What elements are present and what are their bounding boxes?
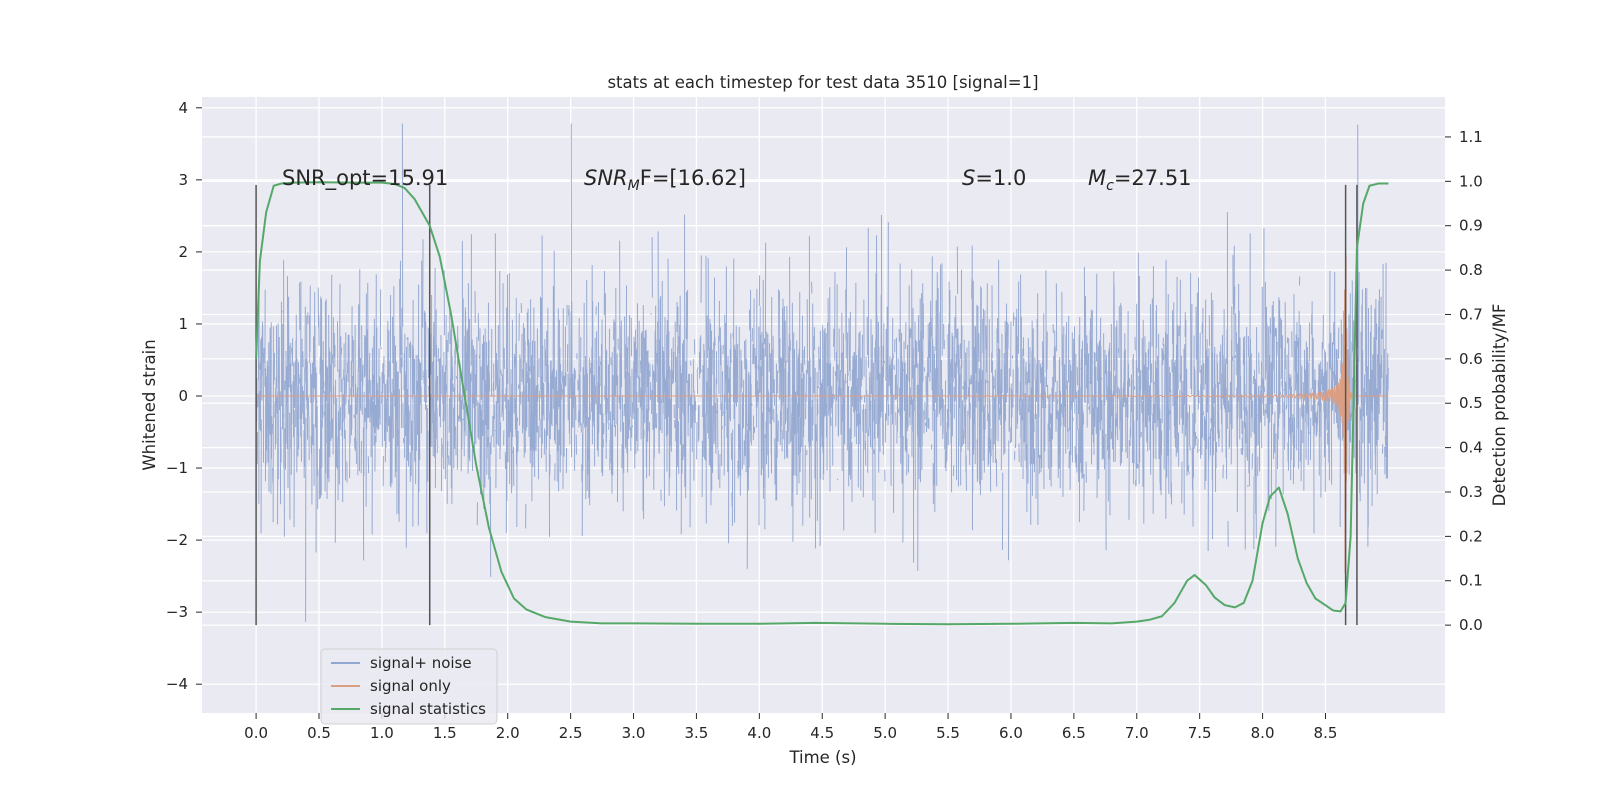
annotation-snr-mf-sub: M xyxy=(628,178,640,194)
y-right-tick-label-2: 0.9 xyxy=(1459,217,1483,235)
x-tick-label-17: 8.5 xyxy=(1314,724,1338,742)
y-right-tick-label-8: 0.3 xyxy=(1459,483,1483,501)
series-signal-statistics xyxy=(255,181,1389,626)
signal-only-line xyxy=(256,255,1389,574)
y-right-tick-label-0: 1.1 xyxy=(1459,128,1483,146)
x-tick-label-10: 5.0 xyxy=(873,724,897,742)
x-tick-label-3: 1.5 xyxy=(433,724,457,742)
x-tick-label-1: 0.5 xyxy=(307,724,331,742)
annotation-snr-mf: SNRMF=[16.62] xyxy=(584,166,746,194)
annotation-mc-rest: =27.51 xyxy=(1114,166,1192,190)
chart-title: stats at each timestep for test data 351… xyxy=(607,73,1038,92)
y-left-tick-label-5: −1 xyxy=(166,459,188,477)
annotation-snr-opt: SNR_opt=15.91 xyxy=(282,166,448,191)
series-signal-only xyxy=(256,255,1389,574)
y-right-tick-label-11: 0.0 xyxy=(1459,616,1483,634)
x-tick-label-14: 7.0 xyxy=(1125,724,1149,742)
y-left-axis-label: Whitened strain xyxy=(140,339,159,470)
y-right-axis-label: Detection probability/MF xyxy=(1490,304,1509,507)
signal-statistics-line xyxy=(255,181,1389,626)
x-tick-label-5: 2.5 xyxy=(559,724,583,742)
y-left-tick-label-3: 1 xyxy=(178,315,188,333)
legend: signal+ noise signal only signal statist… xyxy=(320,648,498,725)
x-axis-ticks: 0.0 0.5 1.0 1.5 2.0 2.5 3.0 3.5 4.0 4.5 5.0 5.5 6.0 6… xyxy=(244,713,1337,742)
y-right-tick-label-4: 0.7 xyxy=(1459,305,1483,323)
legend-entry-signal-statistics: signal statistics xyxy=(370,700,486,718)
legend-entry-signal-noise: signal+ noise xyxy=(370,654,472,672)
legend-box xyxy=(320,648,498,725)
y-left-tick-label-7: −3 xyxy=(166,603,188,621)
annotation-mc-var: M xyxy=(1088,166,1106,190)
legend-entry-signal-only: signal only xyxy=(370,677,451,695)
annotation-mc-sub: c xyxy=(1106,178,1114,194)
y-left-tick-label-6: −2 xyxy=(166,531,188,549)
y-right-tick-label-7: 0.4 xyxy=(1459,439,1483,457)
y-right-tick-label-1: 1.0 xyxy=(1459,172,1483,190)
y-right-tick-label-10: 0.1 xyxy=(1459,572,1483,590)
x-tick-label-13: 6.5 xyxy=(1062,724,1086,742)
x-axis-label: Time (s) xyxy=(788,748,856,767)
x-tick-label-6: 3.0 xyxy=(622,724,646,742)
x-tick-label-4: 2.0 xyxy=(496,724,520,742)
y-left-axis-ticks: 4 3 2 1 0 −1 −2 −3 −4 xyxy=(166,99,202,693)
x-tick-label-11: 5.5 xyxy=(936,724,960,742)
x-tick-label-16: 8.0 xyxy=(1251,724,1275,742)
y-left-tick-label-2: 2 xyxy=(178,243,188,261)
x-tick-label-15: 7.5 xyxy=(1188,724,1212,742)
annotation-snr-mf-rest: F=[16.62] xyxy=(640,166,746,190)
y-right-tick-label-6: 0.5 xyxy=(1459,394,1483,412)
x-tick-label-12: 6.0 xyxy=(999,724,1023,742)
annotation-s: S=1.0 xyxy=(962,166,1026,190)
annotation-snr-mf-main: SNR xyxy=(584,166,628,190)
y-right-tick-label-9: 0.2 xyxy=(1459,527,1483,545)
y-left-tick-label-0: 4 xyxy=(178,99,188,117)
y-right-tick-label-5: 0.6 xyxy=(1459,350,1483,368)
x-tick-label-0: 0.0 xyxy=(244,724,268,742)
y-left-tick-label-1: 3 xyxy=(178,171,188,189)
annotation-s-var: S xyxy=(962,166,975,190)
annotation-mc: Mc=27.51 xyxy=(1088,166,1192,194)
y-left-tick-label-4: 0 xyxy=(178,387,188,405)
x-tick-label-8: 4.0 xyxy=(747,724,771,742)
x-tick-label-7: 3.5 xyxy=(685,724,709,742)
y-right-tick-label-3: 0.8 xyxy=(1459,261,1483,279)
y-left-tick-label-8: −4 xyxy=(166,675,188,693)
y-right-axis-ticks: 1.1 1.0 0.9 0.8 0.7 0.6 0.5 0.4 0.3 0.2 0.1 0.0 xyxy=(1445,128,1483,634)
annotation-s-rest: =1.0 xyxy=(975,166,1026,190)
x-tick-label-2: 1.0 xyxy=(370,724,394,742)
x-tick-label-9: 4.5 xyxy=(810,724,834,742)
